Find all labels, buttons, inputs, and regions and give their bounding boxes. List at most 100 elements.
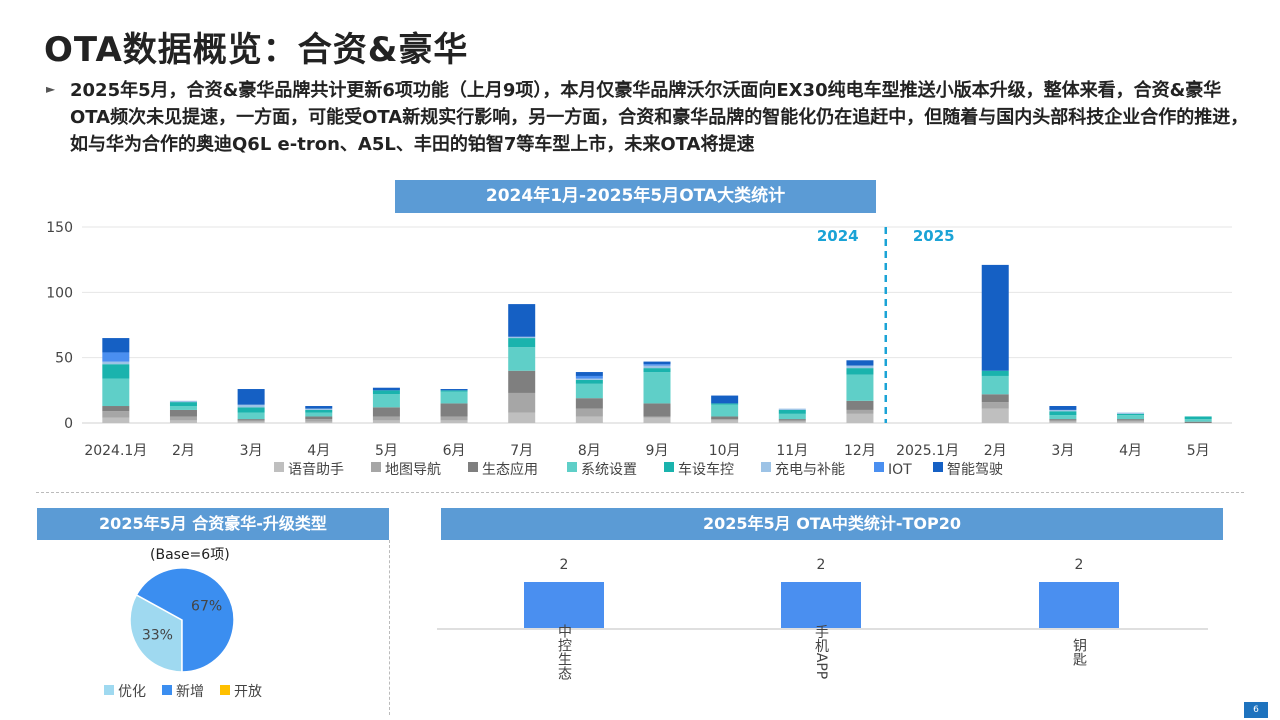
bar-segment — [372, 407, 400, 417]
legend-label: 充电与补能 — [775, 462, 845, 478]
pie-legend-label: 优化 — [118, 684, 146, 700]
bar-segment — [102, 361, 130, 365]
legend-swatch — [274, 462, 284, 472]
top20-category-label: 钥匙 — [1071, 638, 1087, 667]
bar-segment — [778, 419, 806, 421]
y-tick-label: 150 — [46, 220, 73, 236]
bar-segment — [1049, 419, 1077, 421]
bar-segment — [508, 392, 536, 413]
bar-segment — [237, 420, 265, 422]
bar-segment — [575, 398, 603, 409]
pie-slice-label: 33% — [142, 628, 173, 644]
pie-slice — [135, 567, 235, 673]
bar-segment — [846, 413, 874, 423]
bar-segment — [846, 409, 874, 414]
bar-segment — [846, 368, 874, 375]
bar-segment — [508, 412, 536, 423]
bar-segment — [711, 404, 739, 417]
bar-segment — [778, 420, 806, 422]
section-divider-vertical — [389, 540, 390, 715]
x-tick-label: 3月 — [1051, 443, 1074, 459]
pie-legend-label: 新增 — [176, 684, 204, 700]
bar-segment — [1117, 421, 1145, 423]
bar-segment — [169, 420, 197, 423]
bar-segment — [778, 409, 806, 414]
bar-segment — [575, 408, 603, 417]
bar-segment — [440, 420, 468, 423]
bar-segment — [1049, 406, 1077, 410]
bar-segment — [1049, 415, 1077, 420]
page-title: OTA数据概览：合资&豪华 — [44, 30, 469, 70]
x-tick-label: 4月 — [1119, 443, 1142, 459]
legend-swatch — [874, 462, 884, 472]
top20-category-label: 中控生态 — [556, 624, 572, 680]
x-tick-label: 4月 — [307, 443, 330, 459]
bar-segment — [169, 402, 197, 407]
top20-bar — [524, 582, 604, 628]
bar-segment — [711, 419, 739, 421]
legend-swatch — [468, 462, 478, 472]
bar-segment — [440, 403, 468, 417]
top20-value-label: 2 — [560, 557, 569, 573]
x-tick-label: 11月 — [776, 443, 808, 459]
section-divider-horizontal — [36, 492, 1244, 493]
legend-label: 生态应用 — [482, 461, 538, 478]
x-tick-label: 2月 — [172, 443, 195, 459]
bar-segment — [102, 411, 130, 418]
bar-segment — [440, 391, 468, 404]
bar-segment — [575, 378, 603, 380]
bar-segment — [981, 402, 1009, 409]
bar-segment — [643, 372, 671, 404]
bar-segment — [169, 406, 197, 410]
pie-legend-label: 开放 — [234, 684, 262, 700]
bar-segment — [169, 400, 197, 403]
bar-segment — [575, 416, 603, 423]
bar-segment — [643, 416, 671, 418]
bar-segment — [237, 419, 265, 421]
bar-segment — [237, 404, 265, 408]
pie-slice-label: 67% — [191, 598, 222, 614]
bar-segment — [643, 361, 671, 365]
bar-segment — [981, 370, 1009, 376]
top20-bar — [781, 582, 861, 628]
bar-segment — [846, 360, 874, 366]
y-tick-label: 0 — [64, 416, 73, 432]
x-tick-label: 5月 — [375, 443, 398, 459]
legend-label: 车设车控 — [678, 461, 734, 478]
y-tick-label: 50 — [55, 351, 73, 367]
bar-segment — [981, 264, 1009, 371]
bar-segment — [981, 394, 1009, 403]
bar-segment — [305, 419, 333, 422]
pie-legend-swatch — [220, 685, 230, 695]
bar-segment — [237, 389, 265, 405]
bar-segment — [1049, 411, 1077, 416]
x-tick-label: 8月 — [578, 443, 601, 459]
x-tick-label: 3月 — [240, 443, 263, 459]
page-number: 6 — [1244, 702, 1268, 718]
top20-category-label: 手机APP — [813, 625, 829, 679]
bar-segment — [440, 389, 468, 391]
pie-legend-swatch — [104, 685, 114, 695]
bar-segment — [169, 416, 197, 421]
legend-label: 智能驾驶 — [947, 462, 1003, 478]
bar-segment — [575, 379, 603, 384]
top20-value-label: 2 — [817, 557, 826, 573]
legend-label: 地图导航 — [385, 462, 441, 478]
bar-segment — [643, 403, 671, 417]
pie-chart-banner: 2025年5月 合资豪华-升级类型 — [37, 508, 389, 540]
bar-segment — [372, 390, 400, 395]
legend-swatch — [664, 462, 674, 472]
bar-segment — [305, 408, 333, 410]
bar-segment — [508, 338, 536, 348]
bar-segment — [846, 374, 874, 401]
legend-swatch — [371, 462, 381, 472]
bar-segment — [981, 375, 1009, 395]
legend-label: 系统设置 — [581, 462, 637, 478]
bar-segment — [102, 352, 130, 362]
bar-segment — [778, 421, 806, 423]
legend-label: IOT — [888, 462, 912, 478]
bar-segment — [372, 394, 400, 408]
legend-swatch — [567, 462, 577, 472]
bar-segment — [643, 368, 671, 373]
x-tick-label: 2025.1月 — [896, 443, 959, 459]
